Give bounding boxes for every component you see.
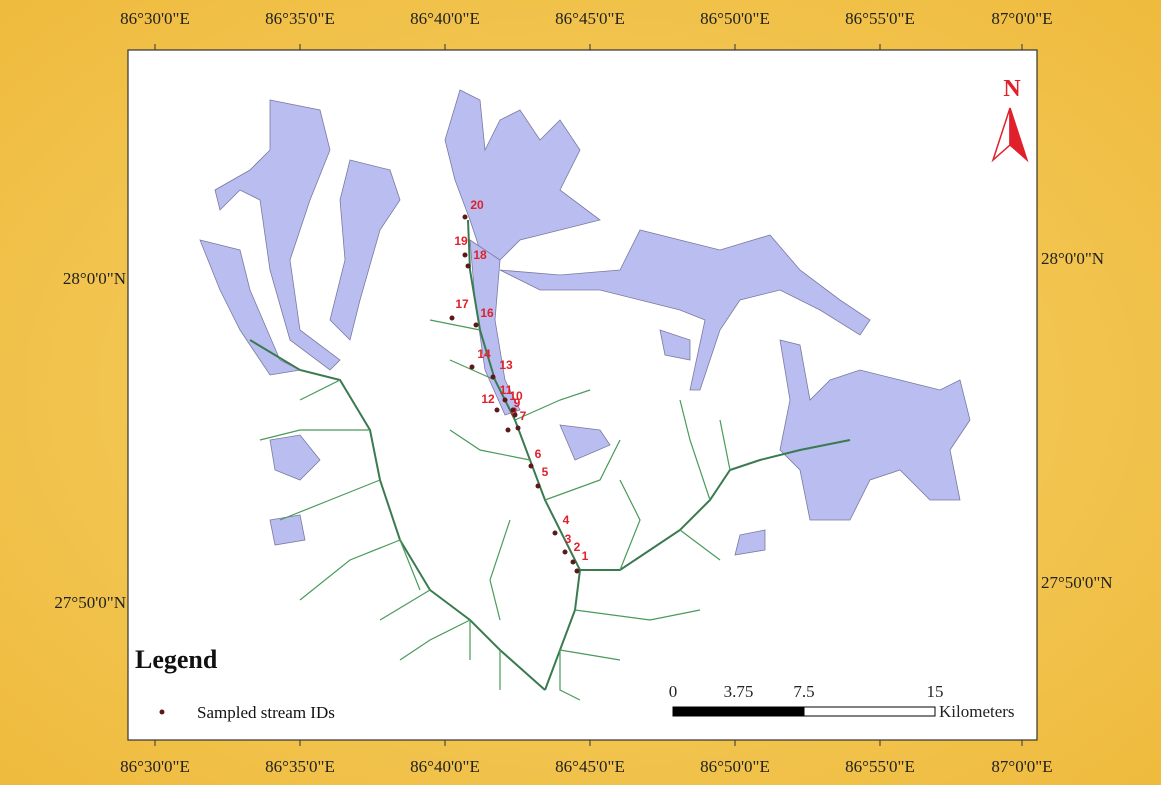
- sample-site: [494, 407, 500, 413]
- longitude-label-top: 86°50'0"E: [700, 9, 770, 28]
- longitude-label-bottom: 86°35'0"E: [265, 757, 335, 776]
- site-id: 19: [454, 234, 468, 248]
- site-id: 9: [514, 396, 521, 410]
- legend-title: Legend: [135, 645, 218, 674]
- sample-site: [469, 364, 475, 370]
- sample-site: [465, 263, 471, 269]
- longitude-label-top: 86°35'0"E: [265, 9, 335, 28]
- longitude-label-top: 86°40'0"E: [410, 9, 480, 28]
- north-arrow: N: [991, 76, 1029, 163]
- sample-site: [462, 214, 468, 220]
- sample-site: [510, 407, 516, 413]
- latitude-label-right: 28°0'0"N: [1041, 249, 1104, 268]
- latitude-label-right: 27°50'0"N: [1041, 573, 1113, 592]
- site-id: 13: [499, 358, 513, 372]
- sample-site: [574, 568, 580, 574]
- site-id: 14: [477, 347, 491, 361]
- longitude-label-bottom: 86°40'0"E: [410, 757, 480, 776]
- latitude-label-left: 28°0'0"N: [63, 269, 126, 288]
- sample-site: [570, 559, 576, 565]
- site-id: 4: [563, 513, 570, 527]
- sample-site: [552, 530, 558, 536]
- sample-site: [449, 315, 455, 321]
- longitude-label-bottom: 86°50'0"E: [700, 757, 770, 776]
- sample-site: [512, 412, 518, 418]
- site-id: 3: [565, 532, 572, 546]
- scale-label: 7.5: [793, 682, 814, 701]
- sample-site: [515, 425, 521, 431]
- site-id: 6: [535, 447, 542, 461]
- site-id: 7: [520, 409, 527, 423]
- longitude-label-top: 86°55'0"E: [845, 9, 915, 28]
- sample-site: [505, 427, 511, 433]
- site-id: 17: [455, 297, 469, 311]
- longitude-label-top: 86°30'0"E: [120, 9, 190, 28]
- scale-unit: Kilometers: [939, 702, 1015, 721]
- longitude-label-bottom: 87°0'0"E: [991, 757, 1052, 776]
- site-id: 20: [470, 198, 484, 212]
- sample-site: [462, 252, 468, 258]
- longitude-label-bottom: 86°45'0"E: [555, 757, 625, 776]
- latitude-label-left: 27°50'0"N: [54, 593, 126, 612]
- longitude-label-bottom: 86°55'0"E: [845, 757, 915, 776]
- site-id: 1: [582, 549, 589, 563]
- longitude-label-top: 86°45'0"E: [555, 9, 625, 28]
- sample-site: [473, 322, 479, 328]
- site-id: 16: [480, 306, 494, 320]
- site-id: 10: [509, 389, 523, 403]
- scale-label: 15: [927, 682, 944, 701]
- streams: [249, 219, 851, 701]
- site-id: 18: [473, 248, 487, 262]
- scale-bar-white: [803, 706, 936, 717]
- longitude-label-bottom: 86°30'0"E: [120, 757, 190, 776]
- sample-site: [562, 549, 568, 555]
- scale-bar-black: [672, 706, 805, 717]
- site-id: 5: [542, 465, 549, 479]
- legend-item: Sampled stream IDs: [197, 703, 335, 722]
- scale-label: 0: [669, 682, 678, 701]
- site-id: 12: [481, 392, 495, 406]
- sample-site: [502, 397, 508, 403]
- scale-label: 3.75: [724, 682, 754, 701]
- north-label: N: [1003, 76, 1021, 102]
- sample-site: [528, 463, 534, 469]
- sample-site: [535, 483, 541, 489]
- sample-site: [490, 374, 496, 380]
- legend-symbol: [159, 709, 165, 715]
- site-id: 2: [574, 540, 581, 554]
- site-id: 11: [500, 383, 513, 397]
- longitude-label-top: 87°0'0"E: [991, 9, 1052, 28]
